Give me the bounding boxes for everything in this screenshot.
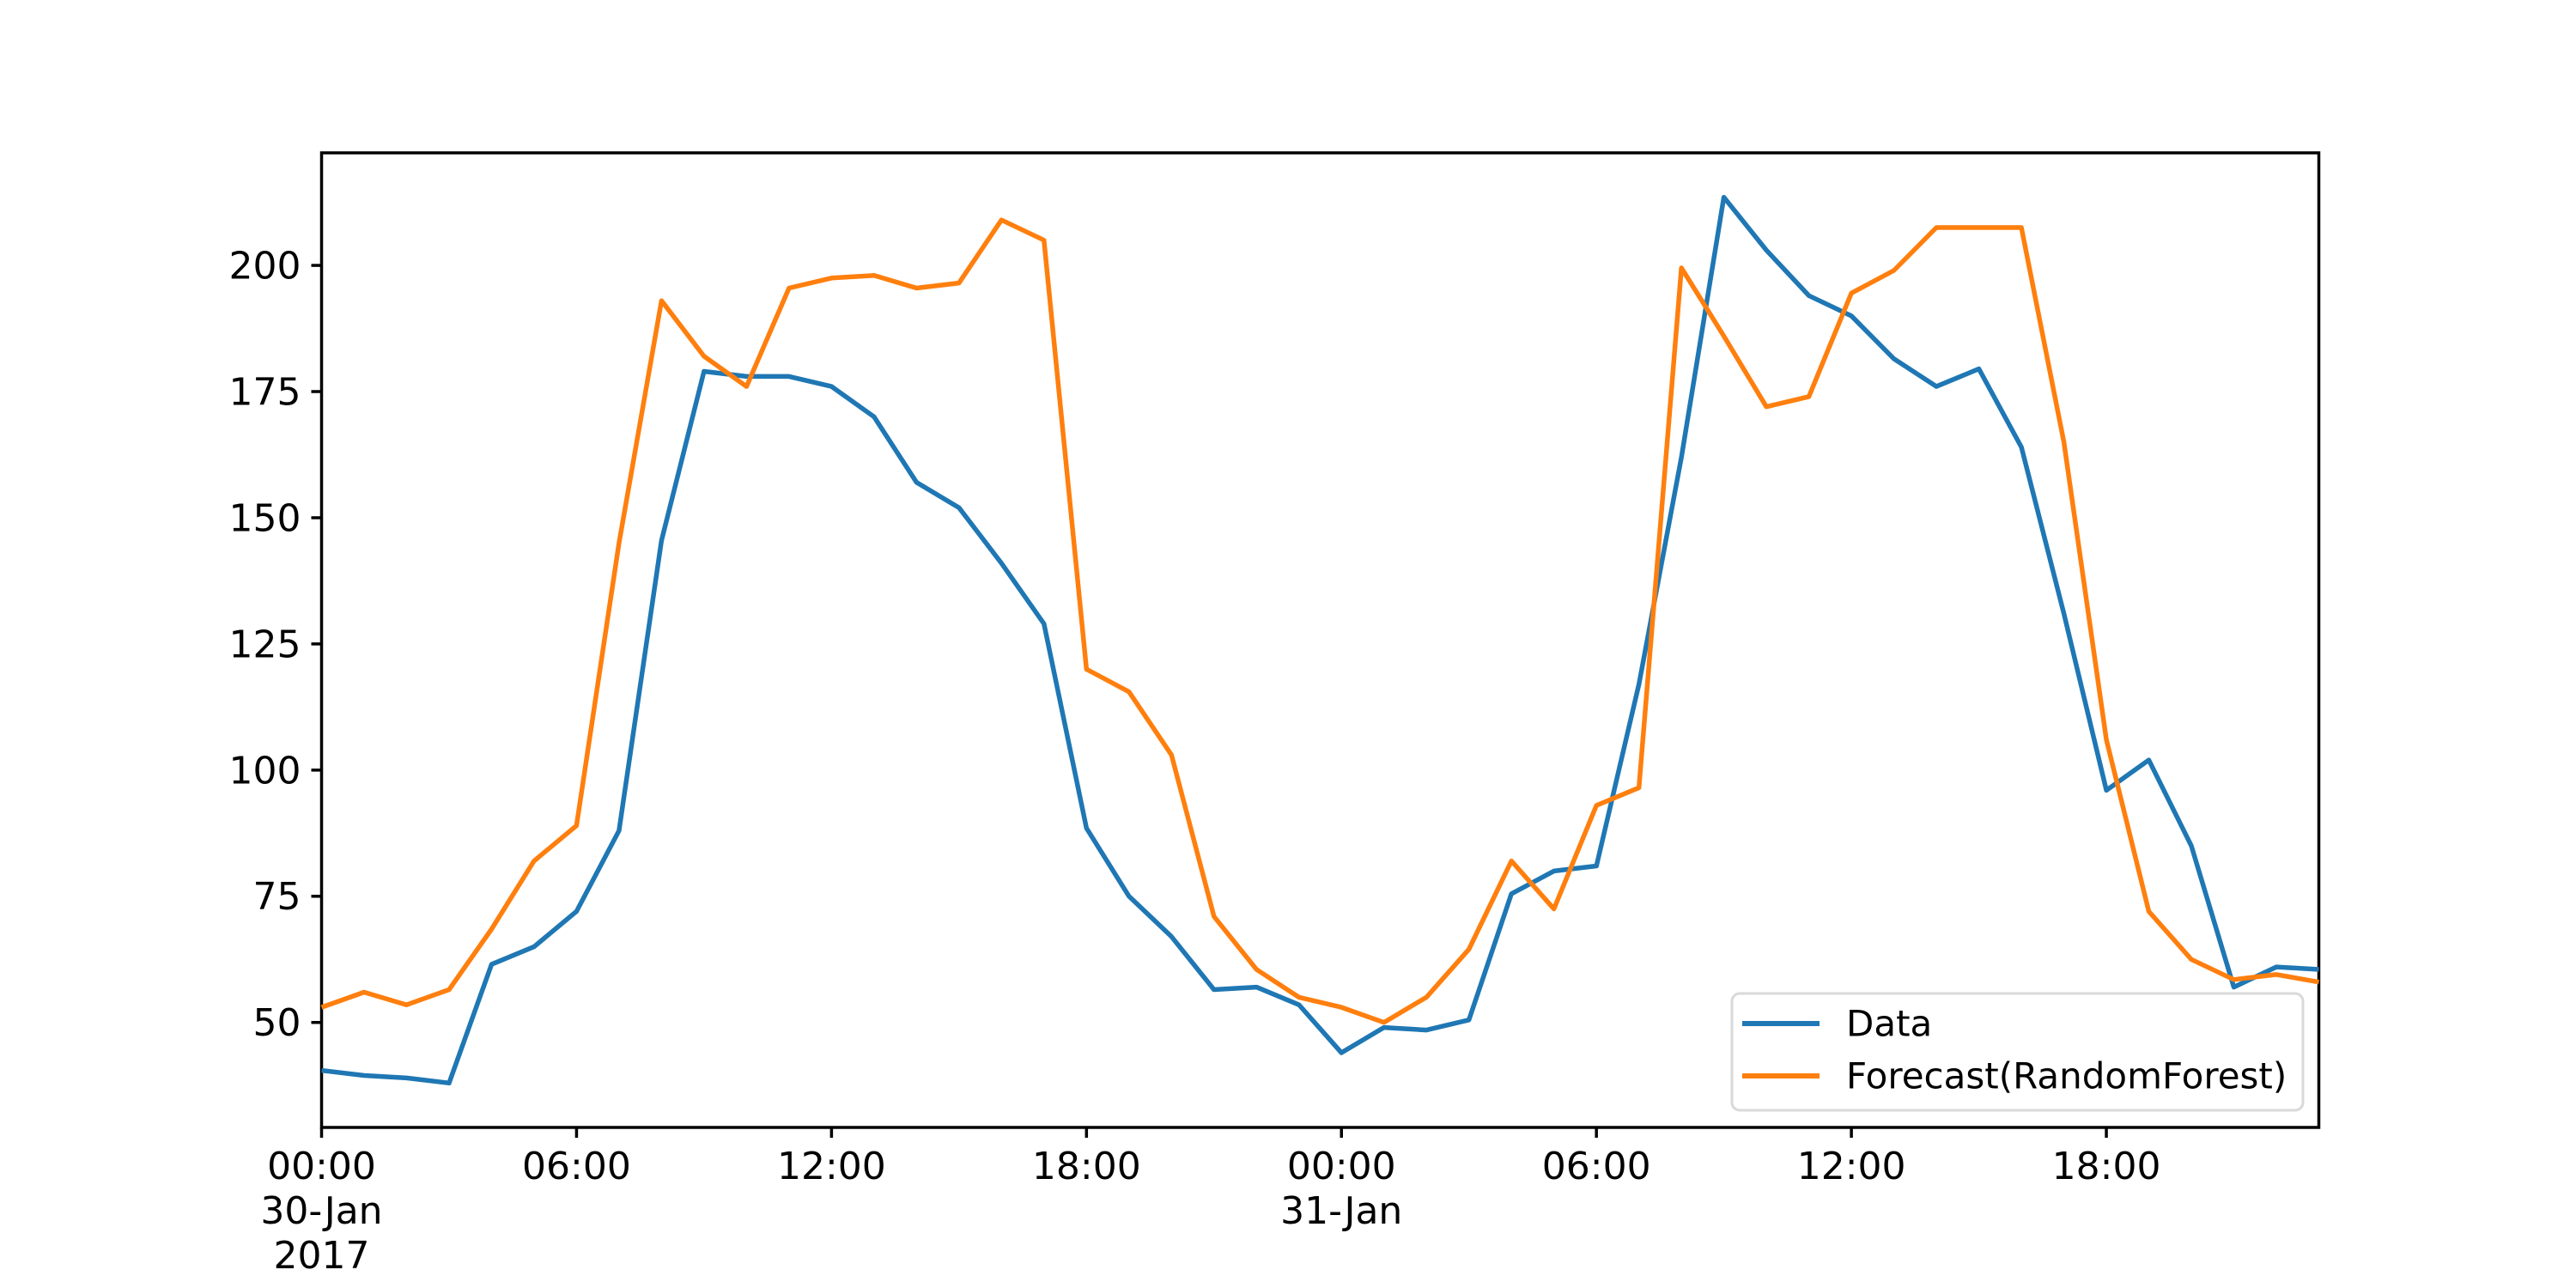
x-date-label: 31-Jan [1280, 1189, 1402, 1233]
x-date-label: 30-Jan [260, 1189, 382, 1233]
x-tick-label: 06:00 [1542, 1145, 1651, 1188]
y-tick-label: 75 [253, 875, 301, 919]
x-tick-label: 18:00 [1032, 1145, 1141, 1188]
data-series-line [321, 194, 2319, 1086]
legend-label-data: Data [1846, 1002, 1932, 1044]
y-tick-label: 100 [229, 749, 301, 793]
x-tick-label: 00:00 [1287, 1145, 1396, 1188]
y-tick-label: 50 [253, 1001, 301, 1045]
forecast-series-line [320, 217, 2319, 1025]
x-tick-label: 00:00 [267, 1145, 376, 1188]
legend-label-forecast: Forecast(RandomForest) [1846, 1054, 2287, 1097]
y-tick-label: 175 [229, 370, 301, 414]
y-tick-label: 125 [229, 623, 301, 666]
x-tick-label: 06:00 [522, 1145, 631, 1188]
y-tick-label: 150 [229, 496, 301, 540]
y-tick-label: 200 [229, 244, 301, 288]
legend-box [1730, 992, 2305, 1112]
x-date-label: 2017 [274, 1234, 370, 1278]
x-tick-label: 18:00 [2052, 1145, 2161, 1188]
plot-border [319, 151, 2321, 1129]
x-tick-label: 12:00 [777, 1145, 886, 1188]
x-tick-label: 12:00 [1797, 1145, 1906, 1188]
